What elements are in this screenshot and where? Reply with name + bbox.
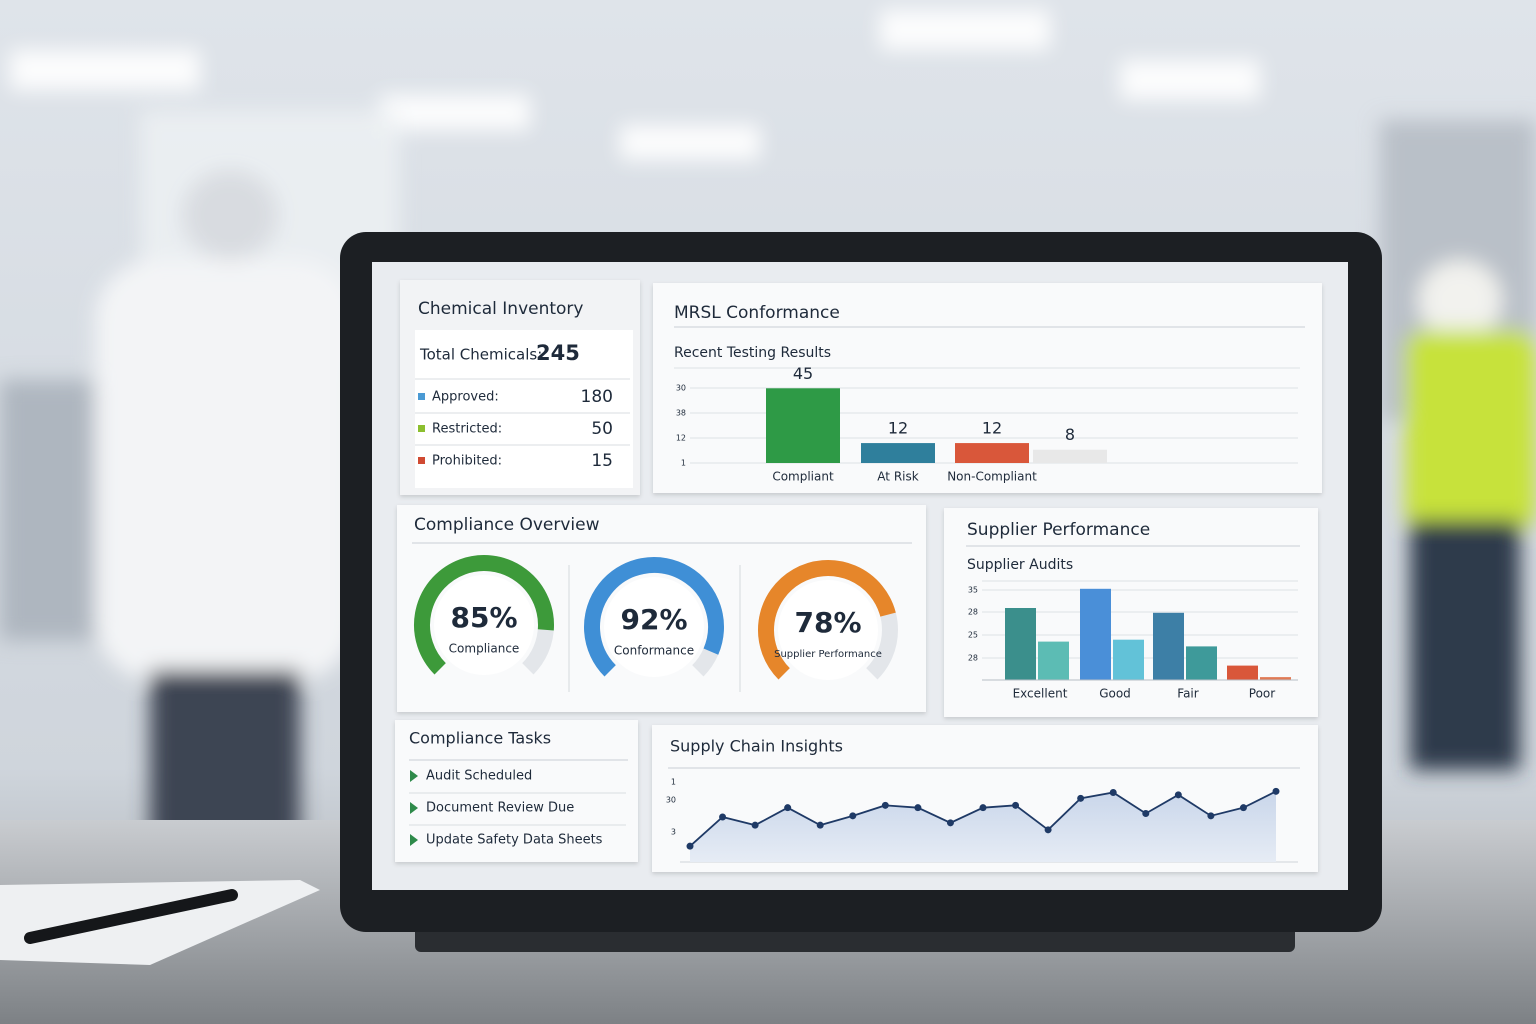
- x-tick-label: Compliant: [772, 470, 834, 484]
- gauge-arc: [758, 560, 896, 680]
- gauge-arc: [414, 555, 554, 675]
- point: [946, 819, 954, 827]
- task-icon: [410, 770, 418, 782]
- label: Prohibited:: [432, 454, 502, 469]
- pen: [24, 889, 238, 944]
- point: [1272, 787, 1280, 795]
- point: [1044, 826, 1052, 834]
- total-value: 245: [536, 341, 580, 365]
- panel-inner: [415, 330, 633, 488]
- point: [1012, 801, 1020, 809]
- bar: [1227, 665, 1258, 680]
- point: [719, 813, 727, 821]
- gauge-face: [778, 580, 878, 680]
- data-label: 12: [982, 419, 1002, 438]
- area: [690, 791, 1276, 862]
- x-tick-label: Good: [1099, 687, 1131, 701]
- y-tick-label: 25: [968, 631, 978, 640]
- x-tick-label: At Risk: [877, 470, 918, 484]
- task-item: Document Review Due: [426, 801, 574, 816]
- panel-title: Chemical Inventory: [418, 299, 583, 319]
- data-label: 8: [1065, 425, 1075, 444]
- x-tick-label: Fair: [1177, 687, 1198, 701]
- value: 15: [591, 451, 613, 471]
- point: [881, 801, 889, 809]
- legend-swatch: [418, 457, 425, 464]
- bar: [1186, 646, 1217, 680]
- label: Approved:: [432, 390, 499, 405]
- x-tick-label: Poor: [1249, 687, 1275, 701]
- gauge-face: [604, 577, 704, 677]
- panel-title: Supply Chain Insights: [670, 737, 843, 756]
- legend-swatch: [418, 425, 425, 432]
- point: [784, 804, 792, 812]
- bar: [955, 443, 1029, 463]
- bar: [861, 443, 935, 463]
- x-tick-label: Non-Compliant: [947, 470, 1037, 484]
- point: [1142, 810, 1150, 817]
- bar: [766, 388, 840, 463]
- panel-title: MRSL Conformance: [674, 303, 840, 323]
- gauge-value: 78%: [794, 606, 861, 639]
- point: [751, 821, 759, 829]
- gauge-value: 85%: [450, 601, 517, 634]
- y-tick-label: 28: [968, 654, 978, 663]
- y-tick-label: 35: [968, 586, 978, 595]
- y-tick-label: 38: [676, 409, 686, 418]
- bar: [1080, 588, 1111, 680]
- gauge-arc: [584, 557, 724, 677]
- point: [914, 804, 922, 812]
- blurred-factory: [0, 10, 1536, 850]
- panel-title: Supplier Performance: [967, 520, 1150, 540]
- y-tick-label: 3: [671, 828, 676, 837]
- gauge-face: [434, 575, 534, 675]
- point: [1174, 791, 1182, 799]
- point: [979, 804, 987, 812]
- bar: [1153, 612, 1184, 680]
- point: [1239, 804, 1247, 812]
- label: Total Chemicals:: [419, 346, 542, 364]
- subtitle: Recent Testing Results: [674, 345, 831, 361]
- bar: [1033, 449, 1107, 463]
- gauge-label: Conformance: [614, 644, 694, 658]
- bar: [1038, 641, 1069, 680]
- value: 50: [591, 419, 613, 439]
- gauge-label: Compliance: [449, 642, 520, 656]
- x-tick-label: Excellent: [1013, 687, 1068, 701]
- value: 180: [581, 387, 613, 407]
- panel-title: Compliance Overview: [414, 515, 600, 535]
- panel-title: Compliance Tasks: [409, 729, 551, 748]
- bar: [1005, 608, 1036, 680]
- task-icon: [410, 834, 418, 846]
- point: [1077, 794, 1085, 802]
- task-item: Update Safety Data Sheets: [426, 833, 603, 848]
- point: [1109, 789, 1117, 796]
- point: [849, 812, 857, 820]
- gauge-label: Supplier Performance: [774, 649, 882, 660]
- bar: [1113, 639, 1144, 680]
- subtitle: Supplier Audits: [967, 557, 1073, 573]
- gauge-value: 92%: [620, 603, 687, 636]
- data-label: 45: [793, 364, 813, 383]
- y-tick-label: 30: [676, 384, 686, 393]
- bar: [1260, 677, 1291, 680]
- y-tick-label: 1: [681, 459, 686, 468]
- y-tick-label: 1: [671, 778, 676, 787]
- point: [1207, 812, 1215, 820]
- panel: [395, 720, 638, 862]
- paper: [0, 880, 320, 965]
- point: [686, 842, 694, 850]
- y-tick-label: 12: [676, 434, 686, 443]
- task-icon: [410, 802, 418, 814]
- task-item: Audit Scheduled: [426, 769, 532, 784]
- point: [816, 821, 824, 829]
- y-tick-label: 30: [666, 796, 676, 805]
- y-tick-label: 28: [968, 608, 978, 617]
- legend-swatch: [418, 393, 425, 400]
- data-label: 12: [888, 419, 908, 438]
- label: Restricted:: [432, 422, 502, 437]
